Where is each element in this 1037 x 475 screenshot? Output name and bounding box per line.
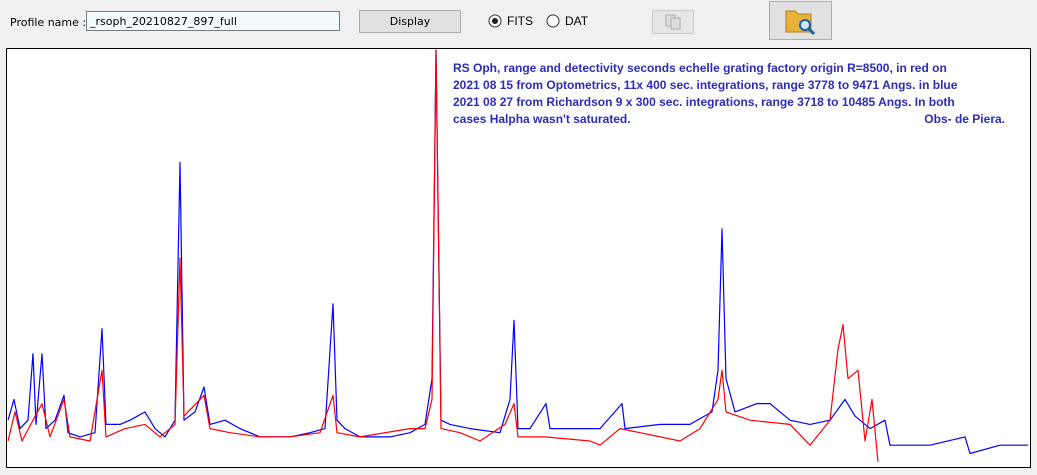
fits-label: FITS: [507, 14, 533, 28]
display-button[interactable]: Display: [359, 10, 461, 33]
profile-label: Profile name :: [10, 16, 87, 29]
profile-input[interactable]: _rsoph_20210827_897_full: [86, 11, 340, 31]
annotation-line: 2021 08 15 from Optometrics, 11x 400 sec…: [453, 78, 958, 92]
spectrum-line: [7, 49, 1028, 455]
dat-label: DAT: [565, 14, 589, 28]
annotation-line: Obs- de Piera.: [924, 112, 1005, 126]
annotation-line: cases Halpha wasn't saturated.: [453, 112, 631, 126]
copy-icon: [670, 17, 681, 30]
annotation-line: 2021 08 27 from Richardson 9 x 300 sec. …: [453, 95, 955, 109]
magnifier-handle: [807, 27, 816, 36]
plot-area: [6, 48, 1031, 468]
fits-radio-dot: [492, 18, 498, 24]
annotation-line: RS Oph, range and detectivity seconds ec…: [453, 61, 947, 75]
dat-radio[interactable]: [546, 14, 560, 28]
spectrum-line: [7, 49, 879, 462]
magnifier-icon: [799, 19, 811, 31]
